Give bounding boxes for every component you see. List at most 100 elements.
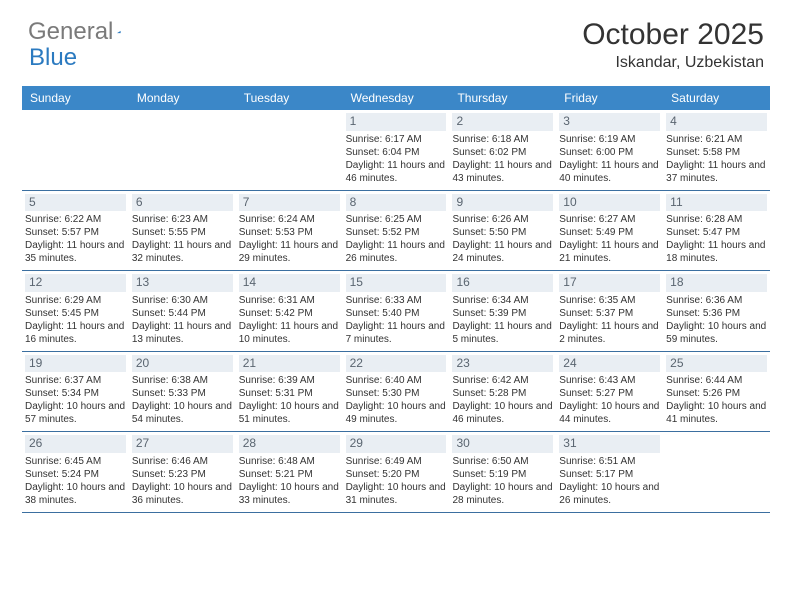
sunrise-text: Sunrise: 6:37 AM	[25, 374, 126, 387]
daylight-text: Daylight: 11 hours and 35 minutes.	[25, 239, 126, 265]
sunset-text: Sunset: 5:28 PM	[452, 387, 553, 400]
sunrise-text: Sunrise: 6:45 AM	[25, 455, 126, 468]
day-number: 22	[346, 355, 447, 373]
day-number: 2	[452, 113, 553, 131]
daylight-text: Daylight: 10 hours and 31 minutes.	[346, 481, 447, 507]
daylight-text: Daylight: 10 hours and 49 minutes.	[346, 400, 447, 426]
day-cell: 22Sunrise: 6:40 AMSunset: 5:30 PMDayligh…	[343, 352, 450, 432]
daylight-text: Daylight: 11 hours and 5 minutes.	[452, 320, 553, 346]
daylight-text: Daylight: 10 hours and 36 minutes.	[132, 481, 233, 507]
day-number: 6	[132, 194, 233, 212]
sunrise-text: Sunrise: 6:39 AM	[239, 374, 340, 387]
daylight-text: Daylight: 11 hours and 32 minutes.	[132, 239, 233, 265]
daylight-text: Daylight: 10 hours and 33 minutes.	[239, 481, 340, 507]
sunrise-text: Sunrise: 6:26 AM	[452, 213, 553, 226]
sunrise-text: Sunrise: 6:46 AM	[132, 455, 233, 468]
sunset-text: Sunset: 5:27 PM	[559, 387, 660, 400]
sunrise-text: Sunrise: 6:48 AM	[239, 455, 340, 468]
day-number: 15	[346, 274, 447, 292]
sunset-text: Sunset: 5:26 PM	[666, 387, 767, 400]
day-cell: 10Sunrise: 6:27 AMSunset: 5:49 PMDayligh…	[556, 191, 663, 271]
sunrise-text: Sunrise: 6:33 AM	[346, 294, 447, 307]
daylight-text: Daylight: 11 hours and 7 minutes.	[346, 320, 447, 346]
day-header-monday: Monday	[129, 86, 236, 110]
day-cell: 11Sunrise: 6:28 AMSunset: 5:47 PMDayligh…	[663, 191, 770, 271]
day-number: 4	[666, 113, 767, 131]
week-row: 12Sunrise: 6:29 AMSunset: 5:45 PMDayligh…	[22, 271, 770, 352]
sunrise-text: Sunrise: 6:51 AM	[559, 455, 660, 468]
sunset-text: Sunset: 5:45 PM	[25, 307, 126, 320]
day-cell: 21Sunrise: 6:39 AMSunset: 5:31 PMDayligh…	[236, 352, 343, 432]
sunrise-text: Sunrise: 6:23 AM	[132, 213, 233, 226]
sunrise-text: Sunrise: 6:22 AM	[25, 213, 126, 226]
sunrise-text: Sunrise: 6:30 AM	[132, 294, 233, 307]
day-cell: 13Sunrise: 6:30 AMSunset: 5:44 PMDayligh…	[129, 271, 236, 351]
day-number: 12	[25, 274, 126, 292]
sunset-text: Sunset: 5:39 PM	[452, 307, 553, 320]
day-number: 25	[666, 355, 767, 373]
sunset-text: Sunset: 5:47 PM	[666, 226, 767, 239]
sunset-text: Sunset: 6:02 PM	[452, 146, 553, 159]
day-number: 7	[239, 194, 340, 212]
day-header-friday: Friday	[556, 86, 663, 110]
day-number: 1	[346, 113, 447, 131]
daylight-text: Daylight: 10 hours and 38 minutes.	[25, 481, 126, 507]
sunset-text: Sunset: 5:30 PM	[346, 387, 447, 400]
day-number: 3	[559, 113, 660, 131]
daylight-text: Daylight: 11 hours and 26 minutes.	[346, 239, 447, 265]
day-cell: 20Sunrise: 6:38 AMSunset: 5:33 PMDayligh…	[129, 352, 236, 432]
sunset-text: Sunset: 5:40 PM	[346, 307, 447, 320]
day-cell	[236, 110, 343, 190]
day-number: 19	[25, 355, 126, 373]
daylight-text: Daylight: 11 hours and 46 minutes.	[346, 159, 447, 185]
day-header-tuesday: Tuesday	[236, 86, 343, 110]
title-block: October 2025 Iskandar, Uzbekistan	[582, 18, 764, 72]
week-row: 19Sunrise: 6:37 AMSunset: 5:34 PMDayligh…	[22, 352, 770, 433]
calendar: Sunday Monday Tuesday Wednesday Thursday…	[22, 86, 770, 513]
sunrise-text: Sunrise: 6:25 AM	[346, 213, 447, 226]
sunset-text: Sunset: 5:50 PM	[452, 226, 553, 239]
daylight-text: Daylight: 11 hours and 43 minutes.	[452, 159, 553, 185]
sunrise-text: Sunrise: 6:21 AM	[666, 133, 767, 146]
day-cell: 28 Sunrise: 6:48 AMSunset: 5:21 PMDayligh…	[236, 432, 343, 512]
sunrise-text: Sunrise: 6:35 AM	[559, 294, 660, 307]
day-header-saturday: Saturday	[663, 86, 770, 110]
day-number: 20	[132, 355, 233, 373]
day-cell: 12Sunrise: 6:29 AMSunset: 5:45 PMDayligh…	[22, 271, 129, 351]
day-cell: 31Sunrise: 6:51 AMSunset: 5:17 PMDayligh…	[556, 432, 663, 512]
sunset-text: Sunset: 5:21 PM	[239, 468, 340, 481]
sunset-text: Sunset: 5:19 PM	[452, 468, 553, 481]
daylight-text: Daylight: 11 hours and 21 minutes.	[559, 239, 660, 265]
day-cell: 27Sunrise: 6:46 AMSunset: 5:23 PMDayligh…	[129, 432, 236, 512]
day-cell: 8Sunrise: 6:25 AMSunset: 5:52 PMDaylight…	[343, 191, 450, 271]
day-cell: 5Sunrise: 6:22 AMSunset: 5:57 PMDaylight…	[22, 191, 129, 271]
sunset-text: Sunset: 5:53 PM	[239, 226, 340, 239]
daylight-text: Daylight: 11 hours and 24 minutes.	[452, 239, 553, 265]
sunset-text: Sunset: 5:17 PM	[559, 468, 660, 481]
daylight-text: Daylight: 11 hours and 13 minutes.	[132, 320, 233, 346]
day-cell: 25Sunrise: 6:44 AMSunset: 5:26 PMDayligh…	[663, 352, 770, 432]
location-text: Iskandar, Uzbekistan	[582, 54, 764, 72]
day-number: 21	[239, 355, 340, 373]
day-number: 11	[666, 194, 767, 212]
sunrise-text: Sunrise: 6:44 AM	[666, 374, 767, 387]
sunset-text: Sunset: 5:20 PM	[346, 468, 447, 481]
sunset-text: Sunset: 5:36 PM	[666, 307, 767, 320]
day-number: 18	[666, 274, 767, 292]
day-cell: 3Sunrise: 6:19 AMSunset: 6:00 PMDaylight…	[556, 110, 663, 190]
sunrise-text: Sunrise: 6:50 AM	[452, 455, 553, 468]
day-number: 27	[132, 435, 233, 453]
daylight-text: Daylight: 11 hours and 10 minutes.	[239, 320, 340, 346]
daylight-text: Daylight: 10 hours and 41 minutes.	[666, 400, 767, 426]
day-number: 28	[239, 435, 340, 453]
sunset-text: Sunset: 5:57 PM	[25, 226, 126, 239]
day-number: 29	[346, 435, 447, 453]
day-header-sunday: Sunday	[22, 86, 129, 110]
daylight-text: Daylight: 10 hours and 44 minutes.	[559, 400, 660, 426]
sunrise-text: Sunrise: 6:24 AM	[239, 213, 340, 226]
page-header: General October 2025 Iskandar, Uzbekista…	[0, 0, 792, 80]
week-row: 26Sunrise: 6:45 AMSunset: 5:24 PMDayligh…	[22, 432, 770, 513]
day-number: 24	[559, 355, 660, 373]
sunset-text: Sunset: 5:55 PM	[132, 226, 233, 239]
day-cell	[129, 110, 236, 190]
